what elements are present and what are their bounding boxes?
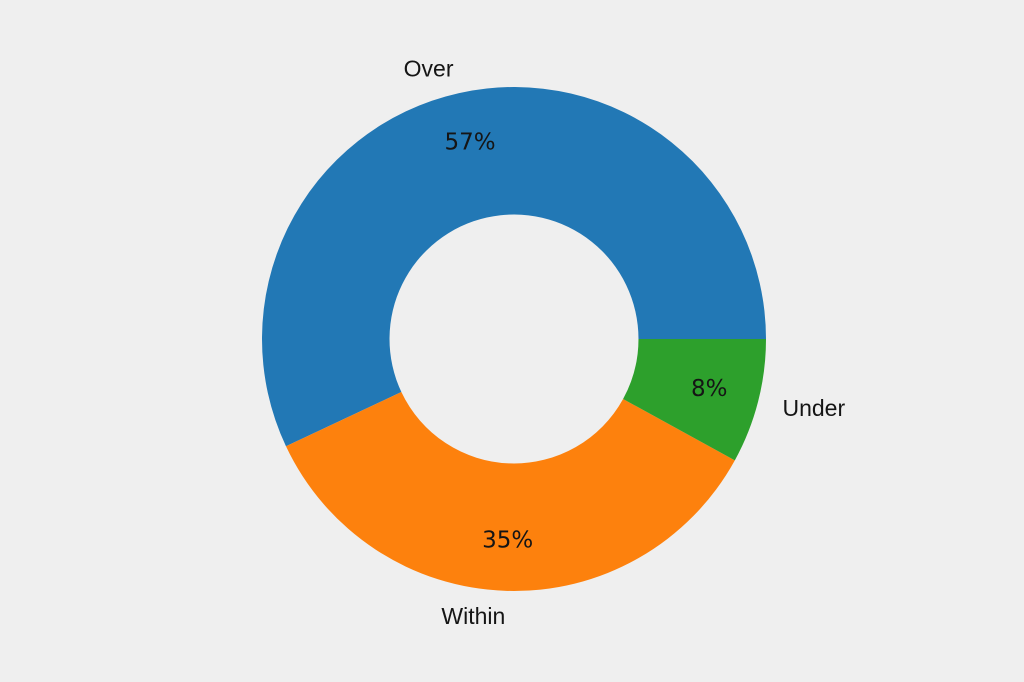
category-label-within: Within bbox=[441, 603, 505, 629]
donut-slices bbox=[262, 87, 766, 592]
percent-label-under: 8% bbox=[691, 376, 728, 402]
percent-label-over: 57% bbox=[444, 129, 495, 155]
percent-labels: 57% 35% 8% bbox=[444, 129, 727, 553]
category-label-under: Under bbox=[782, 395, 845, 421]
slice-within bbox=[285, 392, 735, 592]
slice-under bbox=[623, 339, 766, 461]
category-label-over: Over bbox=[404, 55, 454, 81]
percent-label-within: 35% bbox=[482, 528, 533, 554]
category-labels: Over Within Under bbox=[404, 55, 846, 629]
slice-over bbox=[262, 87, 766, 447]
